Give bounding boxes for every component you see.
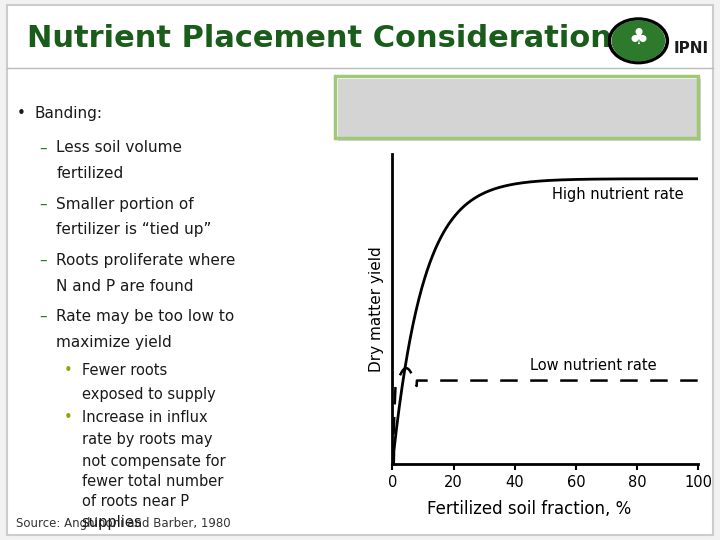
Text: •: • <box>17 106 26 121</box>
Text: •: • <box>64 410 73 426</box>
Text: fewer total number: fewer total number <box>81 474 223 489</box>
Text: ♣: ♣ <box>629 29 648 49</box>
Text: N and P are found: N and P are found <box>56 279 194 294</box>
Text: not compensate for: not compensate for <box>81 454 225 469</box>
Text: Fertilized soil fraction, %: Fertilized soil fraction, % <box>427 500 631 517</box>
Text: Increase in influx: Increase in influx <box>81 410 207 426</box>
Text: –: – <box>39 253 47 268</box>
Text: Rate may be too low to: Rate may be too low to <box>56 309 235 324</box>
Text: Banding:: Banding: <box>34 106 102 121</box>
Text: rate by roots may: rate by roots may <box>81 432 212 447</box>
Text: –: – <box>39 197 47 212</box>
Text: (nutrient deficient soil): (nutrient deficient soil) <box>413 113 620 131</box>
Text: –: – <box>39 309 47 324</box>
Text: IPNI: IPNI <box>674 40 709 56</box>
Text: of roots near P: of roots near P <box>81 494 189 509</box>
Text: Roots proliferate where: Roots proliferate where <box>56 253 235 268</box>
Text: fertilizer is “tied up”: fertilizer is “tied up” <box>56 222 212 238</box>
FancyBboxPatch shape <box>338 79 701 141</box>
Text: High nutrient rate: High nutrient rate <box>552 187 683 202</box>
Text: Nutrient Placement Considerations: Nutrient Placement Considerations <box>27 24 631 53</box>
Text: Low nutrient rate: Low nutrient rate <box>530 357 657 373</box>
Text: Fewer roots: Fewer roots <box>81 363 167 378</box>
Y-axis label: Dry matter yield: Dry matter yield <box>369 246 384 372</box>
Text: Less soil volume: Less soil volume <box>56 140 182 156</box>
Ellipse shape <box>612 21 665 61</box>
Text: maximize yield: maximize yield <box>56 335 172 350</box>
Text: •: • <box>64 363 73 378</box>
Text: supplies: supplies <box>81 515 143 530</box>
Text: Smaller portion of: Smaller portion of <box>56 197 194 212</box>
Text: exposed to supply: exposed to supply <box>81 387 215 402</box>
Text: –: – <box>39 140 47 156</box>
Text: fertilized: fertilized <box>56 166 124 181</box>
Text: Source: Anghinoni and Barber, 1980: Source: Anghinoni and Barber, 1980 <box>16 517 230 530</box>
Text: Conceptual model: Conceptual model <box>435 86 598 104</box>
